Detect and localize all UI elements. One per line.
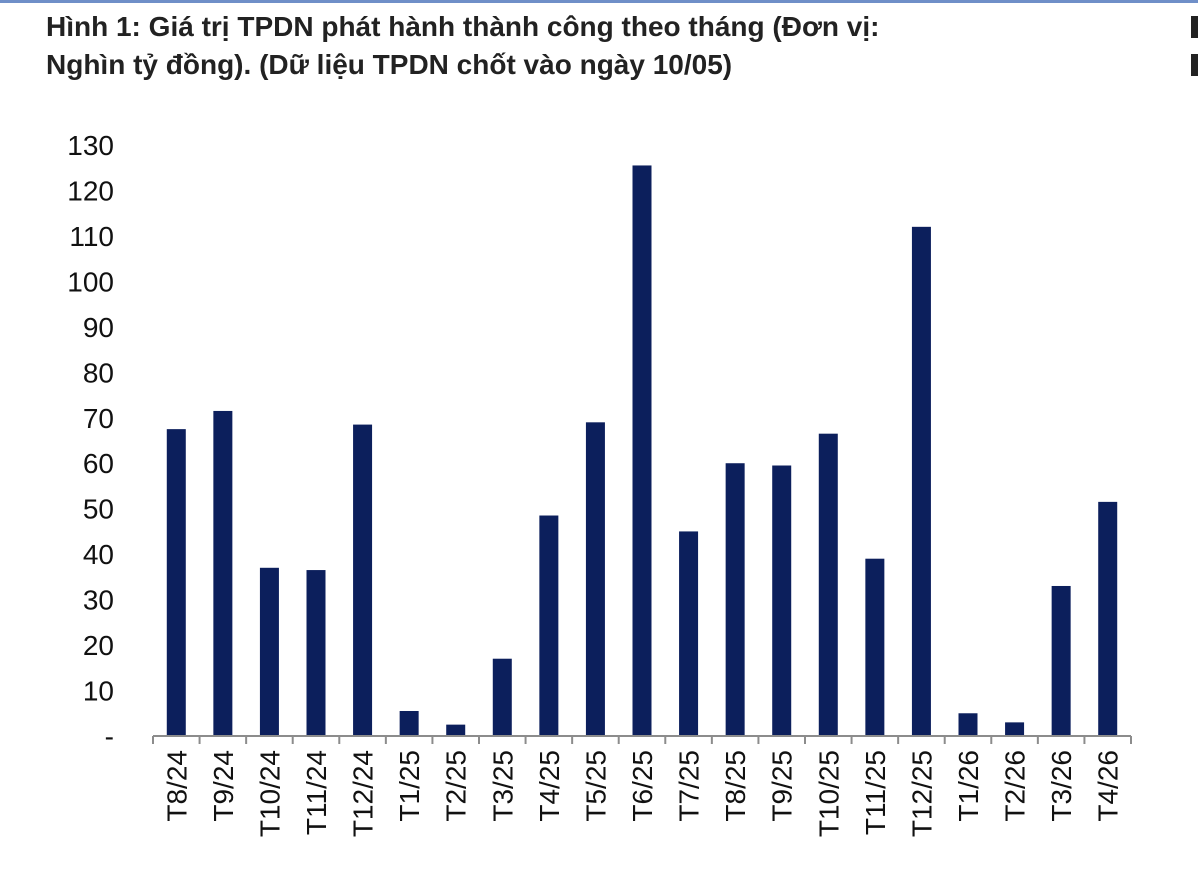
x-tick-label: T1/26 bbox=[953, 750, 984, 822]
x-tick-label: T4/26 bbox=[1093, 750, 1124, 822]
x-tick-label: T8/25 bbox=[720, 750, 751, 822]
x-tick-label: T2/26 bbox=[1000, 750, 1031, 822]
bar-t8-24 bbox=[166, 429, 186, 736]
x-tick-label: T12/25 bbox=[906, 750, 937, 837]
bar-t9-24 bbox=[213, 410, 233, 736]
y-tick-label: 50 bbox=[83, 494, 114, 525]
clipped-edge-mark bbox=[1191, 54, 1198, 76]
y-tick-label: 70 bbox=[83, 403, 114, 434]
figure-title: Hình 1: Giá trị TPDN phát hành thành côn… bbox=[46, 8, 1126, 84]
bar-t9-25 bbox=[772, 465, 792, 736]
figure-title-line-1: Hình 1: Giá trị TPDN phát hành thành côn… bbox=[46, 11, 880, 42]
x-tick-label: T10/24 bbox=[254, 750, 285, 837]
y-tick-label: 10 bbox=[83, 676, 114, 707]
bar-t1-25 bbox=[399, 710, 419, 736]
y-tick-label: 120 bbox=[67, 175, 114, 206]
bar-t6-25 bbox=[632, 165, 652, 736]
bar-t2-26 bbox=[1005, 722, 1025, 736]
bar-t2-25 bbox=[446, 724, 466, 736]
bar-t3-26 bbox=[1051, 585, 1071, 736]
y-tick-label: - bbox=[105, 721, 114, 752]
x-tick-label: T11/24 bbox=[301, 750, 332, 835]
bar-t3-25 bbox=[492, 658, 512, 736]
bar-t11-24 bbox=[306, 570, 326, 736]
y-tick-label: 60 bbox=[83, 448, 114, 479]
x-tick-label: T2/25 bbox=[441, 750, 472, 822]
x-tick-label: T10/25 bbox=[813, 750, 844, 837]
bar-t4-25 bbox=[539, 515, 559, 736]
bar-t10-25 bbox=[818, 433, 838, 736]
y-tick-label: 40 bbox=[83, 539, 114, 570]
x-tick-label: T3/26 bbox=[1046, 750, 1077, 822]
x-tick-label: T9/24 bbox=[208, 750, 239, 822]
bar-t8-25 bbox=[725, 463, 745, 736]
x-tick-label: T12/24 bbox=[348, 750, 379, 837]
figure-title-line-2: Nghìn tỷ đồng). (Dữ liệu TPDN chốt vào n… bbox=[46, 49, 733, 80]
bar-t11-25 bbox=[865, 558, 885, 736]
bar-t12-24 bbox=[353, 424, 373, 736]
x-tick-label: T8/24 bbox=[161, 750, 192, 822]
y-tick-label: 20 bbox=[83, 630, 114, 661]
x-tick-label: T4/25 bbox=[534, 750, 565, 822]
y-tick-label: 30 bbox=[83, 585, 114, 616]
x-axis bbox=[152, 735, 1132, 744]
y-tick-label: 100 bbox=[67, 266, 114, 297]
bar-t7-25 bbox=[679, 531, 699, 736]
y-axis-tick-labels: - 10 20 30 40 50 60 70 80 90 100 110 120 130 bbox=[67, 130, 114, 752]
bar-t5-25 bbox=[585, 422, 605, 736]
y-tick-label: 80 bbox=[83, 357, 114, 388]
clipped-edge-mark bbox=[1191, 16, 1198, 38]
x-tick-label: T5/25 bbox=[580, 750, 611, 822]
x-tick-label: T6/25 bbox=[627, 750, 658, 822]
bar-t12-25 bbox=[911, 226, 931, 737]
bar-t4-26 bbox=[1098, 501, 1118, 736]
y-tick-label: 110 bbox=[69, 221, 114, 252]
x-tick-label: T7/25 bbox=[674, 750, 705, 822]
x-tick-label: T1/25 bbox=[394, 750, 425, 822]
x-tick-label: T3/25 bbox=[487, 750, 518, 822]
bars bbox=[166, 165, 1118, 737]
y-tick-label: 130 bbox=[67, 130, 114, 161]
x-tick-label: T9/25 bbox=[767, 750, 798, 822]
bar-t1-26 bbox=[958, 713, 978, 736]
top-rule bbox=[0, 0, 1198, 3]
bar-t10-24 bbox=[259, 567, 279, 736]
x-axis-tick-labels: T8/24 T9/24 T10/24 T11/24 T12/24 T1/25 T2/25 T3… bbox=[161, 750, 1123, 837]
y-tick-label: 90 bbox=[83, 312, 114, 343]
x-tick-label: T11/25 bbox=[860, 750, 891, 835]
